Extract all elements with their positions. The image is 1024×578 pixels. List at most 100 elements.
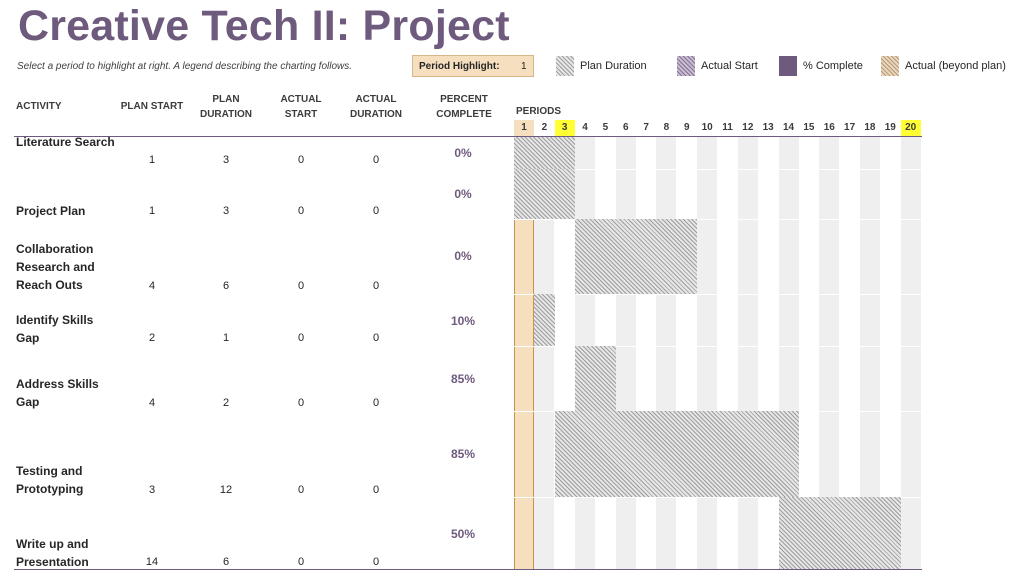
actual-duration-cell[interactable]: 0 xyxy=(372,154,380,166)
period-number[interactable]: 3 xyxy=(554,120,575,136)
plan-duration-bar[interactable] xyxy=(514,137,576,169)
actual-duration-cell[interactable]: 0 xyxy=(372,280,380,292)
plan-start-cell[interactable]: 14 xyxy=(145,556,159,568)
period-number[interactable]: 6 xyxy=(622,122,629,133)
period-highlight-value[interactable]: 1 xyxy=(521,61,527,72)
period-number[interactable]: 4 xyxy=(582,122,588,133)
legend-percent-complete-swatch xyxy=(779,56,797,76)
period-number[interactable]: 16 xyxy=(823,122,835,133)
period-number[interactable]: 5 xyxy=(602,122,609,133)
plan-duration-cell[interactable]: 1 xyxy=(222,332,230,344)
activity-name[interactable]: Project Plan xyxy=(16,204,86,218)
actual-start-cell[interactable]: 0 xyxy=(297,280,305,292)
period-column-stripe xyxy=(859,137,880,569)
header-activity: ACTIVITY xyxy=(16,101,62,112)
activity-name[interactable]: Testing and Prototyping xyxy=(16,464,84,496)
plan-start-cell[interactable]: 4 xyxy=(148,280,156,292)
period-column-stripe xyxy=(615,137,636,569)
row-separator xyxy=(514,497,922,498)
activity-name[interactable]: Collaboration Research and Reach Outs xyxy=(16,242,95,292)
percent-complete-cell[interactable]: 85% xyxy=(450,447,476,461)
period-number[interactable]: 7 xyxy=(643,122,649,133)
activity-name[interactable]: Identify Skills Gap xyxy=(16,313,94,345)
plan-start-cell[interactable]: 1 xyxy=(148,154,156,166)
header-periods: PERIODS xyxy=(516,106,562,117)
percent-complete-cell[interactable]: 10% xyxy=(450,314,476,328)
actual-start-cell[interactable]: 0 xyxy=(297,397,305,409)
header-plan-duration: PLAN DURATION xyxy=(199,94,253,120)
actual-start-cell[interactable]: 0 xyxy=(297,332,305,344)
actual-duration-cell[interactable]: 0 xyxy=(372,332,380,344)
plan-start-cell[interactable]: 1 xyxy=(148,205,156,217)
period-number[interactable]: 8 xyxy=(663,122,670,133)
header-actual-start: ACTUAL START xyxy=(280,94,322,120)
period-number[interactable]: 1 xyxy=(514,120,534,136)
percent-complete-cell[interactable]: 0% xyxy=(454,146,472,160)
plan-duration-cell[interactable]: 3 xyxy=(222,205,230,217)
header-plan-start: PLAN START xyxy=(120,101,184,112)
plan-duration-bar[interactable] xyxy=(575,346,616,411)
plan-duration-cell[interactable]: 6 xyxy=(222,280,230,292)
plan-duration-bar[interactable] xyxy=(575,219,698,294)
legend-actual-start-label: Actual Start xyxy=(701,60,758,72)
plan-start-cell[interactable]: 4 xyxy=(148,397,156,409)
plan-duration-bar[interactable] xyxy=(514,169,576,219)
period-number[interactable]: 13 xyxy=(762,122,774,133)
period-number[interactable]: 9 xyxy=(684,122,690,133)
period-column-stripe xyxy=(819,137,840,569)
activity-name[interactable]: Write up and Presentation xyxy=(16,537,89,569)
period-number[interactable]: 11 xyxy=(722,122,733,133)
actual-duration-cell[interactable]: 0 xyxy=(372,397,380,409)
actual-duration-cell[interactable]: 0 xyxy=(372,556,380,568)
page-title: Creative Tech II: Project xyxy=(18,2,510,50)
plan-duration-bar[interactable] xyxy=(534,294,555,346)
period-highlight-input[interactable]: Period Highlight: 1 xyxy=(412,55,534,77)
plan-duration-bar[interactable] xyxy=(554,411,799,497)
legend-actual-beyond-swatch xyxy=(881,56,899,76)
percent-complete-cell[interactable]: 85% xyxy=(450,372,476,386)
legend-plan-duration-label: Plan Duration xyxy=(580,60,647,72)
period-number[interactable]: 19 xyxy=(884,122,896,133)
period-number[interactable]: 17 xyxy=(844,122,856,133)
period-column-stripe xyxy=(737,137,758,569)
period-number[interactable]: 12 xyxy=(742,122,754,133)
row-separator xyxy=(514,169,922,170)
period-number[interactable]: 2 xyxy=(541,122,548,133)
header-percent-complete: PERCENT COMPLETE xyxy=(436,94,492,120)
period-column-stripe xyxy=(656,137,677,569)
plan-duration-bar[interactable] xyxy=(778,497,901,569)
actual-start-cell[interactable]: 0 xyxy=(297,484,305,496)
plan-duration-cell[interactable]: 2 xyxy=(222,397,230,409)
legend-percent-complete-label: % Complete xyxy=(803,60,863,72)
plan-duration-cell[interactable]: 3 xyxy=(222,154,230,166)
actual-start-cell[interactable]: 0 xyxy=(297,205,305,217)
period-number[interactable]: 14 xyxy=(782,122,795,133)
legend-actual-start-swatch xyxy=(677,56,695,76)
percent-complete-cell[interactable]: 50% xyxy=(450,527,476,541)
plan-start-cell[interactable]: 2 xyxy=(148,332,156,344)
legend-plan-duration-swatch xyxy=(556,56,574,76)
row-separator xyxy=(514,294,922,295)
period-number[interactable]: 15 xyxy=(803,122,815,133)
period-number[interactable]: 10 xyxy=(701,122,713,133)
percent-complete-cell[interactable]: 0% xyxy=(454,249,472,263)
percent-complete-cell[interactable]: 0% xyxy=(454,187,472,201)
row-separator xyxy=(514,346,922,347)
actual-duration-cell[interactable]: 0 xyxy=(372,205,380,217)
activity-name[interactable]: Literature Search xyxy=(16,135,115,149)
period-highlight-label: Period Highlight: xyxy=(419,61,500,72)
plan-duration-cell[interactable]: 6 xyxy=(222,556,230,568)
plan-start-cell[interactable]: 3 xyxy=(148,484,156,496)
period-column-stripe xyxy=(900,137,921,569)
actual-start-cell[interactable]: 0 xyxy=(297,154,305,166)
plan-duration-cell[interactable]: 12 xyxy=(219,484,233,496)
actual-duration-cell[interactable]: 0 xyxy=(372,484,380,496)
period-column-stripe xyxy=(697,137,718,569)
actual-start-cell[interactable]: 0 xyxy=(297,556,305,568)
period-number[interactable]: 20 xyxy=(900,120,921,136)
header-divider xyxy=(14,136,922,137)
period-column-stripe xyxy=(534,137,555,569)
activity-name[interactable]: Address Skills Gap xyxy=(16,377,99,409)
period-number[interactable]: 18 xyxy=(864,122,876,133)
selected-period-column xyxy=(514,120,534,569)
